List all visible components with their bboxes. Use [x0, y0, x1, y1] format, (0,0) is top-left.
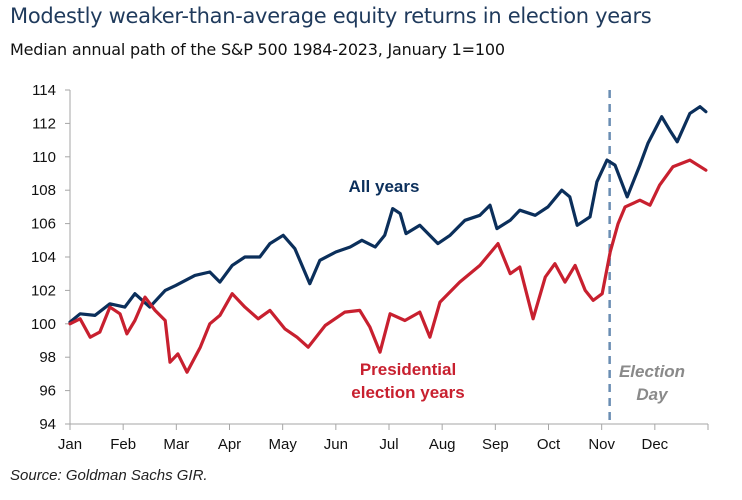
- y-tick-label: 100: [31, 316, 56, 333]
- y-tick-label: 112: [32, 115, 56, 132]
- y-tick-label: 114: [32, 82, 56, 99]
- all-years-label: All years: [349, 177, 420, 196]
- election-day-label-line1: Election: [619, 362, 685, 381]
- election-day-label-line2: Day: [636, 385, 669, 404]
- y-tick-label: 94: [39, 416, 56, 433]
- x-tick-label: May: [268, 436, 297, 453]
- y-tick-label: 98: [39, 349, 56, 366]
- y-tick-label: 104: [31, 249, 56, 266]
- all-years-line: [68, 105, 708, 324]
- election-years-line: [68, 158, 708, 374]
- chart-subtitle: Median annual path of the S&P 500 1984-2…: [10, 40, 505, 59]
- y-tick-label: 110: [32, 149, 56, 166]
- x-tick-label: Feb: [110, 436, 136, 453]
- x-tick-label: Aug: [429, 436, 456, 453]
- x-tick-label: Jun: [324, 436, 348, 453]
- y-tick-label: 108: [31, 182, 56, 199]
- y-tick-label: 96: [39, 383, 56, 400]
- x-tick-label: Dec: [641, 436, 668, 453]
- election-years-label-line2: election years: [351, 383, 464, 402]
- source-note: Source: Goldman Sachs GIR.: [10, 467, 208, 484]
- x-tick-label: Nov: [588, 436, 615, 453]
- x-tick-label: Mar: [163, 436, 189, 453]
- chart-title: Modestly weaker-than-average equity retu…: [10, 4, 652, 28]
- x-tick-label: Jul: [379, 436, 398, 453]
- x-tick-label: Oct: [537, 436, 561, 453]
- y-tick-label: 102: [31, 282, 56, 299]
- x-tick-label: Jan: [58, 436, 82, 453]
- x-tick-label: Apr: [218, 436, 241, 453]
- x-tick-label: Sep: [482, 436, 509, 453]
- election-years-label-line1: Presidential: [360, 360, 456, 379]
- y-tick-label: 106: [31, 216, 56, 233]
